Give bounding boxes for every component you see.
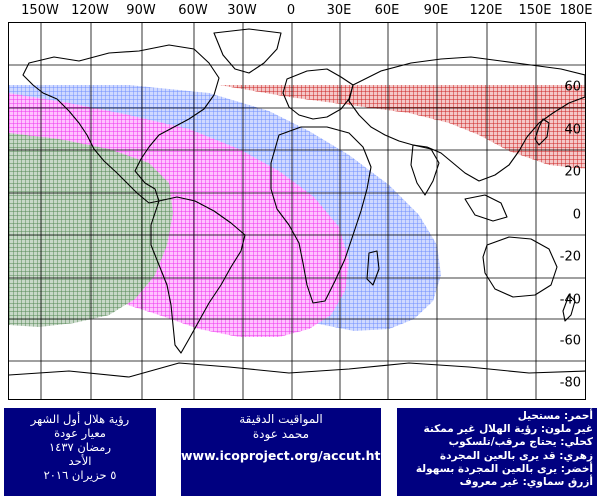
lon-label: 0 <box>286 3 296 18</box>
lat-label: 0 <box>572 207 581 223</box>
lat-label: -40 <box>559 292 581 308</box>
day-label: الأحد <box>68 454 92 468</box>
lon-label: 90E <box>423 3 449 18</box>
legend-item: أزرق سماوي: غير معروف <box>459 476 593 489</box>
legend-panel: أحمر: مستحيل غير ملون: رؤية الهلال غير م… <box>397 408 597 496</box>
continent-africa <box>270 126 372 304</box>
lat-label: 60 <box>564 79 581 95</box>
lon-label: 30E <box>326 3 352 18</box>
continent-south-america <box>150 196 246 354</box>
lon-label: 120E <box>469 3 503 18</box>
author-name: محمد عودة <box>252 427 310 441</box>
lon-label: 60E <box>374 3 400 18</box>
month-info-panel: رؤية هلال أول الشهر معيار عودة رمضان ١٤٣… <box>4 408 156 496</box>
lon-label: 150W <box>21 3 59 18</box>
lat-label: 40 <box>564 122 581 138</box>
month-label: رمضان ١٤٣٧ <box>48 440 111 454</box>
lat-label: -80 <box>559 375 581 391</box>
landmass-india <box>410 144 440 196</box>
legend-item: أحمر: مستحيل <box>517 410 593 422</box>
credits-panel: المواقيت الدقيقة محمد عودة www.icoprojec… <box>181 408 398 496</box>
landmass-japan <box>534 118 550 146</box>
continent-antarctica <box>9 362 585 378</box>
lat-label: -20 <box>559 249 581 265</box>
lon-label: 150E <box>518 3 552 18</box>
legend-item: أخضر: يرى بالعين المجردة بسهولة <box>415 462 593 475</box>
continent-australia <box>482 236 558 298</box>
lon-label: 60W <box>178 3 208 18</box>
lon-label: 180E <box>559 3 593 18</box>
continent-europe <box>282 68 354 120</box>
legend-item: زهري: قد يرى بالعين المجردة <box>439 449 593 462</box>
landmass-new-zealand <box>562 294 576 322</box>
longitude-axis: 150W 120W 90W 60W 30W 0 30E 60E 90E 120E… <box>0 0 600 22</box>
landmass-greenland <box>213 28 282 74</box>
lon-label: 30W <box>227 3 257 18</box>
landmass-madagascar <box>366 250 380 286</box>
world-map: 60 40 20 0 -20 -40 -60 -80 <box>8 22 586 400</box>
legend-item: كحلي: يحتاج مرقب/تلسكوب <box>448 436 593 449</box>
lat-label: -60 <box>559 333 581 349</box>
date-label: ٥ حزيران ٢٠١٦ <box>43 468 117 482</box>
coastlines <box>9 28 585 378</box>
lon-label: 120W <box>71 3 109 18</box>
continent-north-america <box>22 44 220 204</box>
criterion-label: معيار عودة <box>54 426 106 440</box>
lon-label: 90W <box>126 3 156 18</box>
legend-item: غير ملون: رؤية الهلال غير ممكنة <box>423 423 593 436</box>
continent-asia <box>348 56 585 182</box>
lat-label: 20 <box>564 164 581 180</box>
credits-title: المواقيت الدقيقة <box>239 412 323 426</box>
grid-lines <box>9 23 585 399</box>
map-canvas <box>9 23 585 399</box>
zone-red <box>219 85 585 169</box>
project-url[interactable]: www.icoproject.org/accut.html <box>181 448 398 463</box>
landmass-southeast-asia <box>464 194 508 222</box>
panel-title: رؤية هلال أول الشهر <box>30 412 130 426</box>
